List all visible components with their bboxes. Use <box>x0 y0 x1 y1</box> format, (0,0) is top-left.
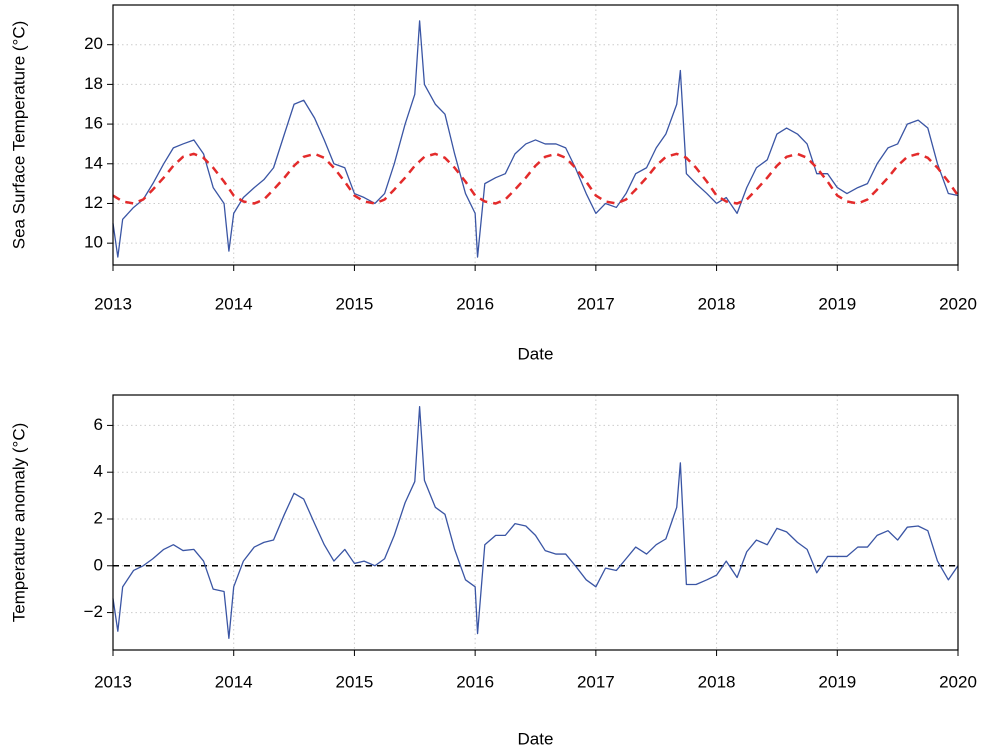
x-tick-label: 2016 <box>456 672 494 691</box>
y-tick-label: 12 <box>84 193 103 212</box>
series-line <box>112 152 960 205</box>
y-tick-label: 0 <box>94 555 103 574</box>
y-axis-label: Temperature anomaly (°C) <box>9 423 28 623</box>
series-line <box>112 406 959 639</box>
axes-frame <box>112 394 959 651</box>
x-tick-label: 2017 <box>577 672 615 691</box>
y-tick-label: 6 <box>94 415 103 434</box>
y-tick-label: 20 <box>84 34 103 53</box>
axes-frame <box>112 4 959 266</box>
x-tick-label: 2019 <box>818 294 856 313</box>
x-tick-label: 2014 <box>215 294 253 313</box>
x-tick-label: 2013 <box>94 294 132 313</box>
x-axis-label: Date <box>518 344 554 363</box>
y-tick-label: 10 <box>84 233 103 252</box>
x-tick-label: 2013 <box>94 672 132 691</box>
y-tick-label: 14 <box>84 153 103 172</box>
y-tick-label: 18 <box>84 74 103 93</box>
y-tick-label: −2 <box>84 602 103 621</box>
x-axis-label: Date <box>518 729 554 748</box>
x-tick-label: 2019 <box>818 672 856 691</box>
x-tick-label: 2018 <box>698 672 736 691</box>
y-tick-label: 16 <box>84 114 103 133</box>
subplot: 2013 2014 2015 2016 2017 2018 2019 2020 −2 0 2 4 6 Da… <box>9 394 977 748</box>
x-tick-label: 2015 <box>336 294 374 313</box>
subplot: 2013 2014 2015 2016 2017 2018 2019 202010121416… <box>9 4 977 363</box>
x-tick-label: 2020 <box>939 294 977 313</box>
x-tick-label: 2015 <box>336 672 374 691</box>
x-tick-label: 2018 <box>698 294 736 313</box>
y-tick-label: 4 <box>94 462 103 481</box>
x-tick-label: 2017 <box>577 294 615 313</box>
series-line <box>112 20 959 258</box>
y-tick-label: 2 <box>94 508 103 527</box>
x-tick-label: 2014 <box>215 672 253 691</box>
x-tick-label: 2020 <box>939 672 977 691</box>
x-tick-label: 2016 <box>456 294 494 313</box>
y-axis-label: Sea Surface Temperature (°C) <box>9 21 28 250</box>
